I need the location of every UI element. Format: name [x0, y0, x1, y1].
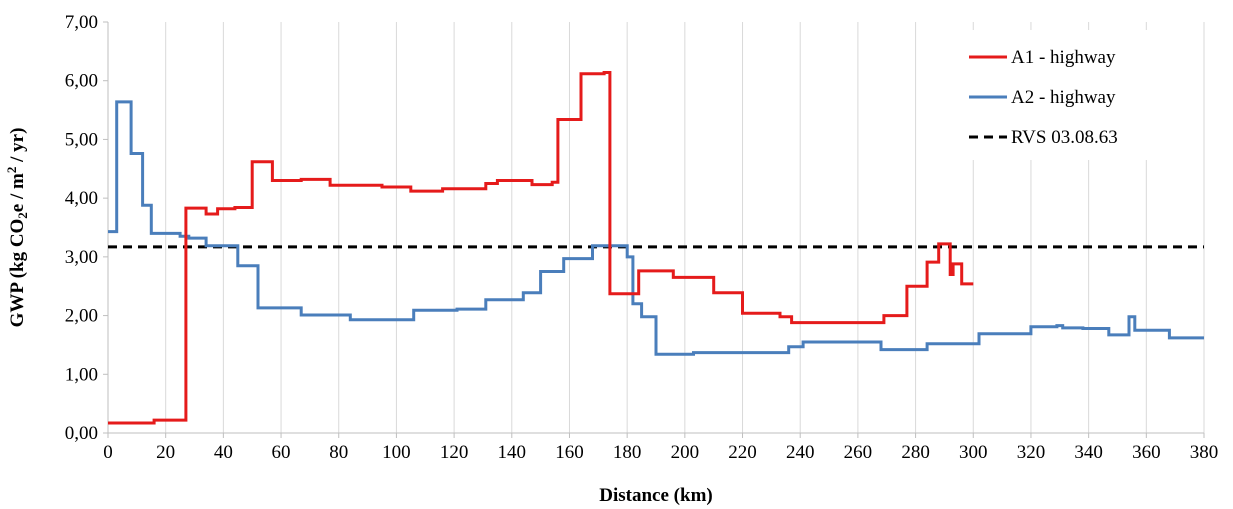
y-tick-label-3: 3,00	[65, 247, 98, 268]
x-tick-label-0: 0	[103, 442, 113, 463]
y-axis-title-pre: GWP (kg CO	[7, 219, 28, 328]
y-axis-title-subscript: 2	[15, 212, 30, 219]
legend-label-0: A1 - highway	[1011, 47, 1116, 68]
x-tick-labels: 0 20 40 60 80 100 120 140 160 180 200 220 240 260 280 3…	[103, 442, 1218, 463]
y-tick-label-1: 1,00	[65, 364, 98, 385]
series-line-0	[108, 71, 974, 425]
y-tick-label-5: 5,00	[65, 129, 98, 150]
x-tick-label-200: 200	[671, 442, 700, 463]
y-tick-label-2: 2,00	[65, 306, 98, 327]
y-tick-label-0: 0,00	[65, 423, 98, 444]
y-axis-title-superscript: 2	[4, 167, 19, 174]
x-tick-label-260: 260	[844, 442, 873, 463]
x-tick-label-240: 240	[786, 442, 815, 463]
series-lines	[108, 71, 1204, 425]
legend-label-2: RVS 03.08.63	[1011, 127, 1118, 148]
x-tick-label-280: 280	[901, 442, 930, 463]
y-axis-title-mid: e / m	[7, 173, 28, 212]
y-tick-label-7: 7,00	[65, 12, 98, 33]
axes	[103, 21, 1205, 438]
y-axis-title-post: / yr)	[7, 128, 28, 167]
y-tick-label-6: 6,00	[65, 71, 98, 92]
x-tick-label-360: 360	[1132, 442, 1161, 463]
y-axis-title: GWP (kg CO2e / m2 / yr)	[4, 128, 30, 328]
x-tick-label-340: 340	[1074, 442, 1103, 463]
x-tick-label-380: 380	[1190, 442, 1219, 463]
y-tick-labels: 0,00 1,00 2,00 3,00 4,00 5,00 6,00 7,00	[65, 12, 98, 444]
x-tick-label-100: 100	[382, 442, 411, 463]
x-tick-label-160: 160	[555, 442, 584, 463]
x-tick-label-120: 120	[440, 442, 469, 463]
legend: A1 - highway A2 - highway RVS 03.08.63	[928, 30, 1196, 160]
x-tick-label-180: 180	[613, 442, 642, 463]
x-tick-label-60: 60	[272, 442, 291, 463]
x-tick-label-20: 20	[156, 442, 175, 463]
x-tick-label-140: 140	[498, 442, 527, 463]
x-tick-label-320: 320	[1017, 442, 1046, 463]
x-tick-label-220: 220	[728, 442, 757, 463]
x-axis-title: Distance (km)	[599, 485, 712, 506]
x-tick-label-40: 40	[214, 442, 233, 463]
x-tick-label-80: 80	[329, 442, 348, 463]
y-tick-label-4: 4,00	[65, 188, 98, 209]
legend-label-1: A2 - highway	[1011, 87, 1116, 108]
x-tick-label-300: 300	[959, 442, 988, 463]
gridlines	[165, 22, 1205, 433]
